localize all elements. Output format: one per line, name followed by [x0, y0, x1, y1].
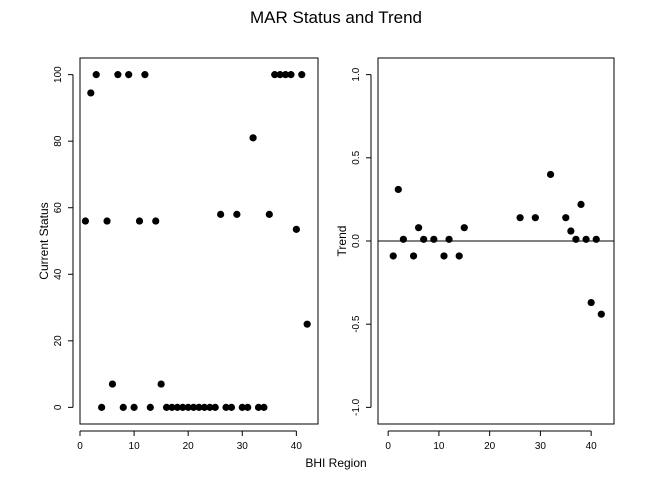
data-point	[92, 71, 100, 79]
data-point	[460, 224, 468, 232]
data-point	[233, 210, 241, 218]
y-axis-label: Trend	[335, 226, 349, 257]
data-point	[577, 200, 585, 208]
y-tick-label: 60	[53, 202, 64, 214]
data-point	[389, 252, 397, 260]
data-point	[195, 403, 203, 411]
y-tick-label: 1.0	[351, 67, 362, 81]
data-point	[189, 403, 198, 411]
figure-title: MAR Status and Trend	[250, 8, 422, 27]
x-tick-label: 0	[385, 441, 391, 452]
x-tick-label: 10	[129, 441, 141, 452]
data-point	[292, 225, 300, 233]
plot-frame	[79, 57, 319, 425]
status-panel: 0 10 20 30 40 0 20 40 60 80 100 Current Status	[37, 57, 319, 452]
x-tick-label: 40	[291, 441, 303, 452]
data-point	[87, 89, 95, 97]
y-tick-label: 20	[53, 335, 64, 347]
data-point	[440, 252, 448, 260]
data-point	[587, 298, 595, 307]
data-point	[420, 235, 428, 243]
data-point	[114, 71, 122, 79]
data-point	[582, 235, 590, 243]
data-point	[162, 403, 171, 411]
data-point	[562, 214, 570, 222]
y-tick-label: 100	[53, 66, 64, 83]
x-tick-label: 30	[535, 441, 547, 452]
data-point	[211, 403, 219, 411]
data-point	[430, 235, 438, 243]
data-point	[254, 403, 263, 411]
data-point	[455, 252, 463, 260]
data-point	[103, 217, 111, 225]
data-point	[271, 71, 279, 79]
x-tick-label: 20	[484, 441, 496, 452]
data-point	[141, 71, 149, 79]
y-tick-label: 0	[53, 404, 64, 410]
data-point	[206, 403, 214, 411]
data-point	[298, 71, 306, 79]
trend-panel: 0 10 20 30 40 -1.0 -0.5 0.0 0.5 1.0 Trend	[335, 57, 615, 452]
data-point	[179, 403, 187, 411]
data-point	[409, 252, 418, 260]
data-point	[130, 403, 138, 411]
x-tick-label: 0	[77, 441, 83, 452]
data-point	[200, 403, 209, 411]
data-point	[81, 217, 90, 225]
data-point	[222, 403, 230, 411]
data-point	[281, 71, 290, 79]
data-point	[572, 235, 580, 243]
y-tick-label: 0.5	[351, 150, 362, 164]
x-axis-label: BHI Region	[305, 456, 367, 470]
data-point	[168, 403, 176, 411]
data-point	[125, 71, 133, 79]
data-point	[173, 403, 181, 411]
data-point	[184, 403, 192, 411]
y-tick-label: 80	[53, 135, 64, 147]
data-point	[415, 224, 423, 232]
data-point	[445, 235, 453, 243]
data-point	[238, 403, 246, 411]
data-point	[394, 185, 402, 194]
y-tick-label: -1.0	[351, 398, 362, 416]
x-tick-label: 20	[183, 441, 195, 452]
data-point	[399, 235, 407, 243]
data-point	[516, 214, 524, 222]
y-tick-label: 0.0	[351, 234, 362, 248]
x-tick-label: 30	[237, 441, 249, 452]
data-point	[152, 217, 160, 225]
y-axis-label: Current Status	[37, 202, 51, 279]
x-tick-label: 40	[586, 441, 598, 452]
data-point	[265, 210, 273, 218]
data-point	[108, 380, 117, 388]
data-point	[531, 214, 539, 222]
data-point	[244, 403, 252, 411]
data-point	[287, 71, 295, 79]
data-point	[98, 403, 106, 411]
x-tick-label: 10	[433, 441, 445, 452]
data-point	[597, 310, 605, 318]
data-point	[146, 403, 154, 411]
data-point	[249, 134, 257, 142]
data-point	[546, 170, 555, 179]
data-point	[119, 403, 127, 411]
y-tick-label: -0.5	[351, 315, 362, 333]
data-point	[303, 320, 311, 328]
data-point	[157, 380, 165, 388]
data-point	[135, 217, 144, 225]
data-point	[592, 235, 600, 243]
data-point	[227, 403, 236, 411]
data-point	[217, 210, 225, 218]
data-point	[567, 227, 575, 235]
data-point	[260, 403, 268, 411]
data-point	[276, 71, 284, 79]
y-tick-label: 40	[53, 268, 64, 280]
